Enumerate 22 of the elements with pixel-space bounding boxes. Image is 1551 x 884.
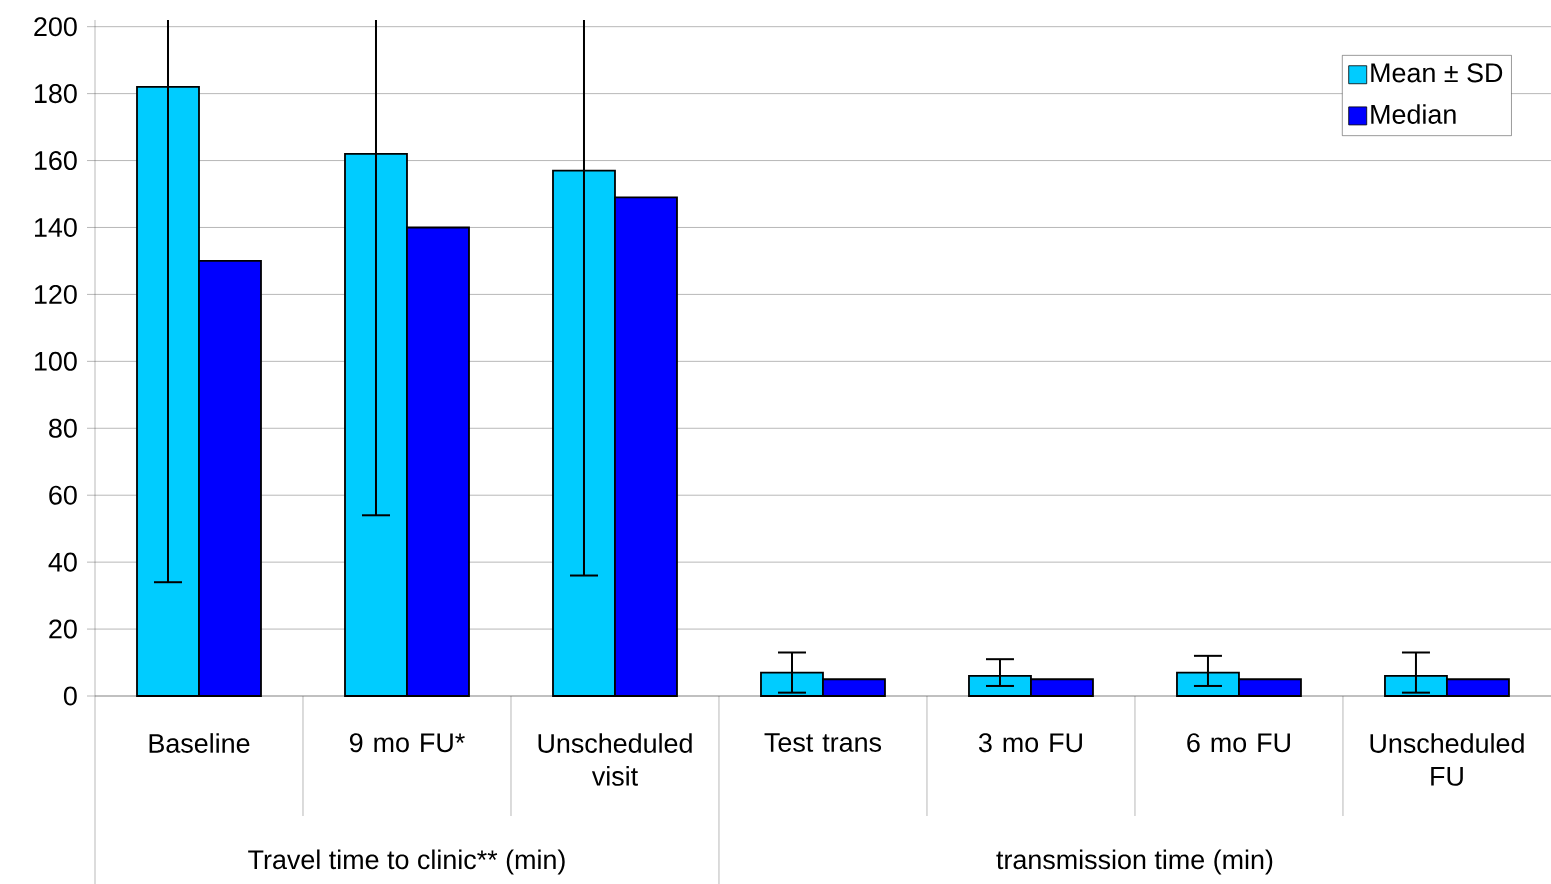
y-tick-label: 200 [34,17,77,37]
x-tick-label: Unscheduled visit [538,733,692,786]
text: Travel time to clinic** (min) [248,849,565,875]
legend-label: Median [1371,104,1456,124]
y-tick-label: 60 [49,485,77,505]
y-tick-label: 140 [35,217,77,237]
y-tick-label: 180 [35,84,77,104]
y-tick-label: 0 [63,686,77,706]
y-tick-label: 20 [49,619,77,639]
x-tick-label: Baseline [149,733,250,753]
legend-label: Mean ± SD [1371,63,1503,83]
y-tick-label: 100 [35,351,77,371]
x-tick-label: 6 mo FU [1187,733,1290,753]
y-tick-label: 120 [35,284,77,304]
y-tick-label: 40 [48,552,77,572]
x-tick-label: 3 mo FU [978,733,1082,753]
x-tick-label: Test trans [764,733,882,752]
x-tick-label: Unscheduled FU [1370,733,1524,786]
y-tick-label: 160 [35,151,77,171]
x-tick-label: 9 mo FU* [349,733,465,753]
text: transmission time (min) [996,849,1273,875]
y-tick-label: 80 [49,418,77,438]
